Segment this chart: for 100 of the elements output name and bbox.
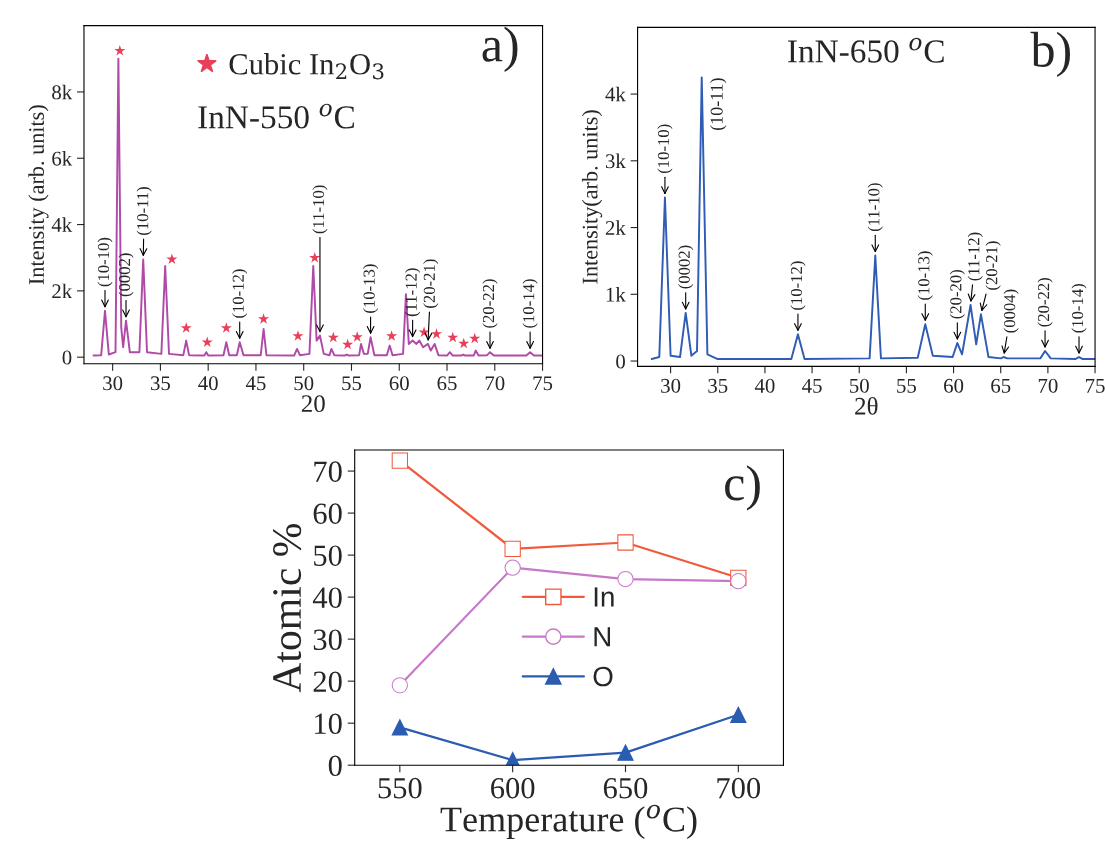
legend-label: N [594, 627, 611, 647]
annotation: (10-11) [136, 187, 152, 235]
x-tick-label: 45 [245, 376, 266, 391]
annotation: InN-650 $^{o}$C [788, 37, 944, 63]
annotation: (10-12) [790, 261, 806, 310]
annotation: (11-10) [312, 185, 328, 234]
point [458, 337, 470, 349]
point [430, 328, 443, 339]
x-tick-label: 45 [802, 378, 822, 393]
point [327, 331, 339, 343]
point [469, 332, 481, 344]
y-tick-label: 10 [315, 713, 342, 735]
annotation: (10-12) [232, 269, 248, 318]
point [391, 452, 408, 469]
x-tick-label: 55 [342, 376, 362, 391]
x-tick-label: 35 [708, 378, 728, 393]
x-tick-label: 35 [150, 376, 171, 391]
point [391, 719, 408, 736]
x-axis-title: 2θ [855, 396, 878, 415]
x-axis-title: Temperature ($^{o}$C) [440, 804, 697, 839]
annotation: (0002) [678, 245, 694, 289]
annotation: a) [482, 26, 518, 72]
legend-label: In [594, 587, 614, 607]
x-tick-label: 40 [754, 378, 775, 393]
point [114, 45, 126, 56]
x-tick-label: 70 [485, 376, 505, 391]
annotation: (11-12) [405, 268, 421, 317]
point [258, 313, 270, 324]
y-axis-title: Intensity (arb. units) [28, 105, 49, 285]
point [180, 322, 192, 333]
point [309, 251, 321, 263]
annotation: (0004) [1003, 289, 1019, 333]
annotation: (20-22) [482, 279, 498, 328]
point [391, 677, 408, 694]
annotation: (20-22) [1037, 278, 1053, 327]
point [617, 744, 634, 761]
annotation: (0002) [118, 253, 134, 297]
x-tick-label: 650 [603, 777, 648, 799]
x-tick-label: 600 [491, 777, 535, 799]
annotation: (10-10) [97, 237, 113, 287]
point [220, 322, 232, 333]
x-tick-label: 55 [897, 378, 917, 393]
legend-label: O [593, 666, 613, 687]
y-tick-label: 40 [312, 587, 342, 609]
x-tick-label: 550 [378, 777, 422, 799]
y-tick-label: 0 [328, 755, 342, 777]
x-tick-label: 60 [944, 378, 964, 393]
annotation: (20-20) [949, 270, 965, 319]
x-tick-label: 75 [1086, 378, 1105, 393]
point [504, 540, 521, 557]
x-tick-label: 75 [533, 376, 553, 391]
y-tick-label: 6k [52, 151, 73, 166]
annotation: (10-10) [657, 124, 673, 174]
x-tick-label: 50 [850, 378, 869, 393]
point [617, 534, 634, 551]
x-tick-label: 30 [661, 378, 681, 393]
y-axis-title: Atomic % [272, 523, 302, 693]
point [386, 330, 398, 341]
point [201, 336, 213, 347]
x-tick-label: 50 [294, 376, 314, 391]
legend-label: Cubic In$_{2}$O$_{3}$ [229, 53, 384, 80]
y-tick-label: 3k [605, 153, 626, 169]
y-tick-label: 20 [313, 671, 342, 693]
point [504, 559, 521, 576]
point [342, 338, 354, 350]
y-tick-label: 4k [605, 86, 626, 102]
line-series [650, 76, 1096, 360]
annotation: (20-21) [985, 241, 1001, 290]
annotation: (20-21) [423, 259, 439, 308]
y-tick-label: 8k [52, 84, 73, 100]
point [292, 330, 304, 341]
annotation: (10-13) [917, 251, 933, 300]
point [351, 331, 363, 342]
annotation: (11-10) [867, 183, 883, 232]
point [730, 572, 747, 590]
annotation: (10-14) [1071, 284, 1087, 333]
x-tick-label: 40 [198, 376, 218, 391]
x-tick-label: 60 [389, 376, 409, 391]
x-tick-label: 700 [717, 777, 761, 799]
annotation: (10-11) [710, 78, 727, 131]
y-tick-label: 1k [606, 287, 626, 302]
point [617, 570, 634, 588]
y-tick-label: 2k [52, 283, 73, 299]
y-tick-label: 0 [616, 354, 625, 369]
x-tick-label: 65 [991, 378, 1011, 393]
x-tick-label: 65 [437, 376, 457, 391]
y-tick-label: 2k [605, 220, 626, 235]
x-tick-label: 30 [103, 376, 123, 391]
x-axis-title: 20 [301, 395, 325, 413]
y-tick-label: 4k [51, 217, 73, 232]
y-tick-label: 50 [314, 545, 342, 566]
annotation: b) [1030, 31, 1070, 78]
x-tick-label: 70 [1038, 378, 1058, 393]
y-tick-label: 60 [313, 503, 342, 524]
annotation: c) [725, 465, 760, 511]
y-tick-label: 30 [313, 629, 342, 651]
point [730, 706, 747, 723]
annotation: InN-550 $^{o}$C [198, 103, 354, 129]
y-tick-label: 70 [314, 461, 342, 482]
annotation: (10-14) [522, 279, 538, 328]
